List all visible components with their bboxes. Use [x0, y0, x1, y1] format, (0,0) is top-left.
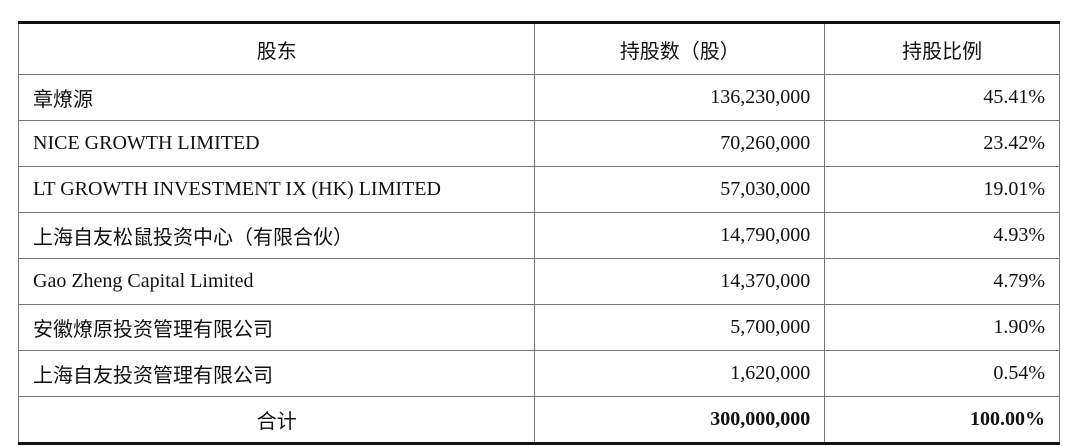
table-row: 上海自友松鼠投资中心（有限合伙） 14,790,000 4.93% [17, 212, 1060, 259]
header-shares: 持股数（股） [534, 22, 826, 75]
ratio-cell: 1.90% [824, 304, 1060, 351]
total-label: 合计 [17, 396, 536, 444]
table-row: 上海自友投资管理有限公司 1,620,000 0.54% [17, 350, 1060, 397]
shares-cell: 1,620,000 [534, 350, 826, 397]
holder-cell: 安徽燎原投资管理有限公司 [17, 304, 536, 351]
total-shares: 300,000,000 [534, 396, 826, 444]
table-row: Gao Zheng Capital Limited 14,370,000 4.7… [17, 258, 1060, 305]
table-row: 章燎源 136,230,000 45.41% [17, 74, 1060, 121]
shares-cell: 136,230,000 [534, 74, 826, 121]
ratio-cell: 19.01% [824, 166, 1060, 213]
shares-cell: 5,700,000 [534, 304, 826, 351]
ratio-cell: 45.41% [824, 74, 1060, 121]
ratio-cell: 4.79% [824, 258, 1060, 305]
header-holder: 股东 [17, 22, 536, 75]
total-row: 合计 300,000,000 100.00% [17, 396, 1060, 444]
holder-cell: Gao Zheng Capital Limited [17, 258, 536, 305]
holder-cell: 上海自友投资管理有限公司 [17, 350, 536, 397]
table-row: NICE GROWTH LIMITED 70,260,000 23.42% [17, 120, 1060, 167]
ratio-cell: 0.54% [824, 350, 1060, 397]
shareholder-table: 股东 持股数（股） 持股比例 章燎源 136,230,000 45.41% NI… [17, 21, 1060, 445]
header-ratio: 持股比例 [824, 22, 1060, 75]
ratio-cell: 4.93% [824, 212, 1060, 259]
holder-cell: 上海自友松鼠投资中心（有限合伙） [17, 212, 536, 259]
shares-cell: 14,790,000 [534, 212, 826, 259]
shares-cell: 14,370,000 [534, 258, 826, 305]
holder-cell: LT GROWTH INVESTMENT IX (HK) LIMITED [17, 166, 536, 213]
holder-cell: NICE GROWTH LIMITED [17, 120, 536, 167]
holder-cell: 章燎源 [17, 74, 536, 121]
header-row: 股东 持股数（股） 持股比例 [17, 22, 1060, 75]
table-row: LT GROWTH INVESTMENT IX (HK) LIMITED 57,… [17, 166, 1060, 213]
table-row: 安徽燎原投资管理有限公司 5,700,000 1.90% [17, 304, 1060, 351]
shares-cell: 57,030,000 [534, 166, 826, 213]
total-ratio: 100.00% [824, 396, 1060, 444]
ratio-cell: 23.42% [824, 120, 1060, 167]
shares-cell: 70,260,000 [534, 120, 826, 167]
